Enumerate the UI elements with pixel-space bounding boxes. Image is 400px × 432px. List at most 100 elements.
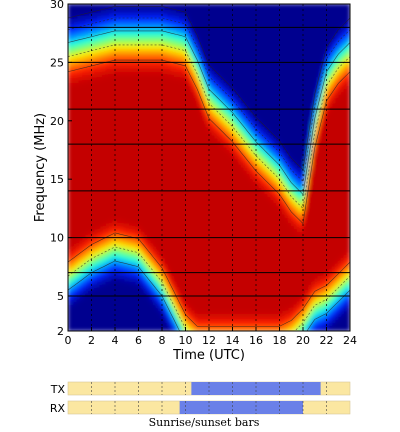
heatmap-cell (191, 41, 195, 46)
heatmap-cell (173, 295, 177, 300)
heatmap-cell (132, 126, 136, 130)
heatmap-cell (149, 140, 154, 145)
heatmap-cell (108, 143, 113, 148)
heatmap-cell (179, 289, 183, 294)
heatmap-cell (111, 167, 116, 171)
heatmap-cell (97, 79, 101, 84)
heatmap-cell (176, 152, 180, 157)
heatmap-cell (179, 190, 183, 195)
heatmap-cell (85, 94, 89, 98)
heatmap-cell (100, 257, 104, 262)
heatmap-cell (188, 321, 192, 326)
heatmap-cell (144, 178, 148, 183)
heatmap-cell (117, 263, 122, 268)
heatmap-cell (76, 251, 81, 256)
heatmap-cell (126, 240, 130, 244)
heatmap-cell (149, 59, 154, 63)
heatmap-cell (82, 208, 86, 212)
heatmap-cell (114, 272, 119, 276)
heatmap-cell (111, 275, 116, 279)
heatmap-cell (102, 100, 107, 104)
heatmap-cell (123, 29, 128, 34)
heatmap-cell (108, 70, 113, 75)
heatmap-cell (147, 161, 151, 165)
heatmap-cell (188, 102, 192, 107)
heatmap-cell (185, 243, 189, 247)
heatmap-cell (97, 216, 101, 221)
heatmap-cell (76, 167, 81, 171)
heatmap-cell (152, 260, 157, 265)
heatmap-cell (135, 216, 139, 221)
heatmap-cell (155, 202, 160, 206)
heatmap-cell (176, 295, 180, 300)
heatmap-cell (152, 298, 157, 303)
heatmap-cell (144, 41, 148, 46)
heatmap-cell (68, 129, 72, 133)
heatmap-cell (76, 114, 81, 119)
heatmap-cell (176, 313, 180, 317)
heatmap-cell (149, 313, 154, 317)
heatmap-cell (85, 146, 89, 151)
heatmap-cell (191, 327, 195, 331)
heatmap-cell (91, 173, 95, 177)
heatmap-cell (191, 29, 195, 34)
heatmap-cell (114, 210, 119, 215)
heatmap-cell (91, 292, 95, 297)
heatmap-cell (179, 146, 183, 151)
heatmap-cell (68, 111, 72, 116)
heatmap-cell (161, 175, 166, 180)
heatmap-cell (114, 38, 119, 43)
heatmap-cell (147, 70, 151, 75)
heatmap-cell (126, 12, 130, 16)
heatmap-cell (117, 6, 122, 11)
heatmap-cell (114, 181, 119, 186)
heatmap-cell (173, 120, 177, 125)
heatmap-cell (97, 257, 101, 262)
heatmap-cell (129, 304, 133, 308)
heatmap-cell (141, 50, 145, 54)
heatmap-cell (88, 292, 92, 297)
heatmap-cell (70, 100, 75, 104)
heatmap-cell (158, 123, 163, 127)
heatmap-cell (114, 228, 119, 233)
heatmap-cell (68, 246, 72, 250)
heatmap-cell (152, 281, 157, 285)
heatmap-cell (68, 123, 72, 127)
heatmap-cell (170, 73, 175, 78)
heatmap-cell (100, 120, 104, 125)
heatmap-cell (105, 254, 110, 259)
heatmap-cell (97, 158, 101, 162)
heatmap-cell (182, 321, 186, 326)
heatmap-cell (129, 164, 133, 168)
heatmap-cell (111, 210, 116, 215)
heatmap-cell (94, 272, 98, 276)
heatmap-cell (70, 6, 75, 11)
heatmap-cell (173, 286, 177, 291)
heatmap-cell (91, 59, 95, 63)
heatmap-cell (79, 251, 83, 256)
heatmap-cell (152, 240, 157, 244)
heatmap-cell (102, 289, 107, 294)
heatmap-cell (167, 15, 172, 19)
heatmap-cell (152, 234, 157, 238)
heatmap-cell (105, 152, 110, 157)
heatmap-cell (73, 187, 78, 192)
heatmap-cell (91, 202, 95, 206)
heatmap-cell (182, 248, 186, 253)
heatmap-cell (182, 254, 186, 259)
heatmap-cell (97, 190, 101, 195)
heatmap-cell (185, 158, 189, 162)
heatmap-cell (144, 281, 148, 285)
heatmap-cell (117, 205, 122, 209)
heatmap-cell (194, 155, 198, 160)
heatmap-cell (141, 70, 145, 75)
heatmap-cell (147, 123, 151, 127)
heatmap-cell (141, 210, 145, 215)
heatmap-cell (164, 289, 169, 294)
heatmap-cell (179, 29, 183, 34)
heatmap-cell (149, 135, 154, 139)
heatmap-cell (91, 120, 95, 125)
heatmap-cell (161, 47, 166, 52)
heatmap-cell (152, 170, 157, 174)
heatmap-cell (191, 4, 195, 8)
